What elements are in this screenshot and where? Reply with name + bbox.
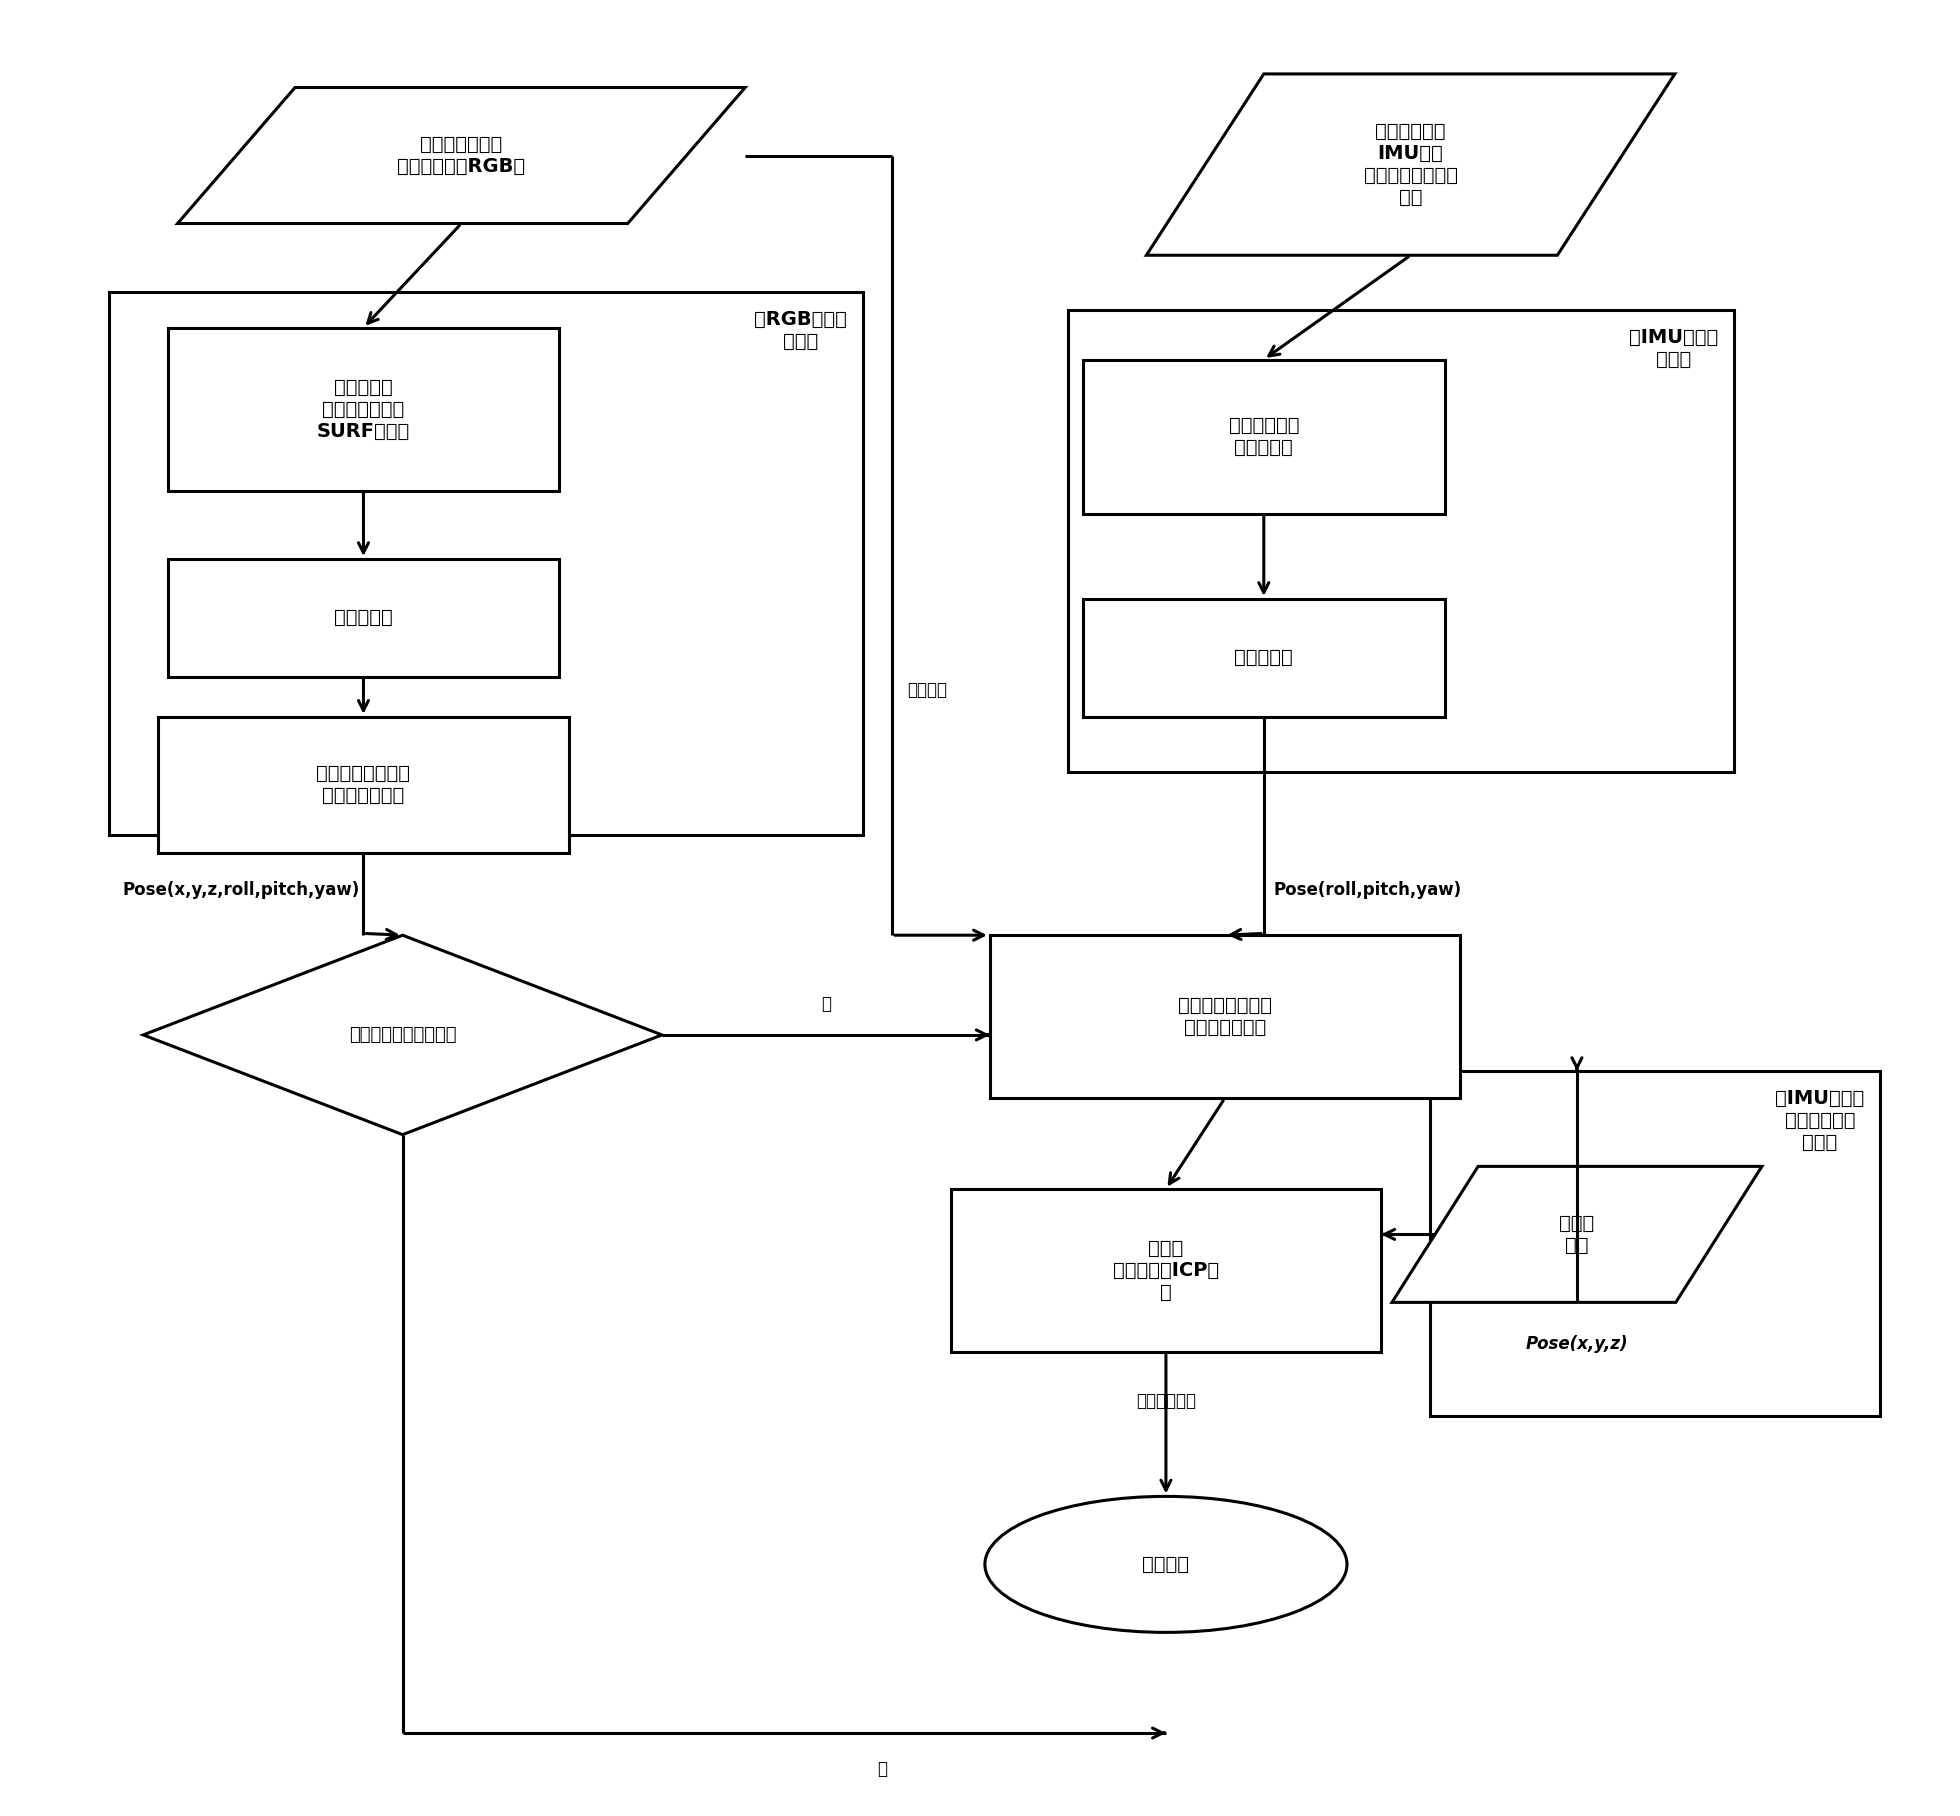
Text: 特征点提取
（加速鲁棒特性
SURF算法）: 特征点提取 （加速鲁棒特性 SURF算法） — [318, 378, 410, 441]
Text: 体感传感器数据
（深度数据、RGB）: 体感传感器数据 （深度数据、RGB） — [398, 134, 525, 176]
Bar — [169, 559, 559, 677]
Bar — [1082, 599, 1445, 717]
Text: Pose(x,y,z,roll,pitch,yaw): Pose(x,y,z,roll,pitch,yaw) — [123, 881, 361, 899]
Text: 改进的
迭代最近点ICP算
法: 改进的 迭代最近点ICP算 法 — [1113, 1239, 1219, 1302]
Polygon shape — [143, 935, 662, 1135]
Text: 方向滤波器: 方向滤波器 — [1235, 648, 1294, 666]
Bar — [110, 292, 862, 835]
Text: 由RGB图像生
成位姿: 由RGB图像生 成位姿 — [755, 311, 847, 350]
Text: 深度数据: 深度数据 — [907, 681, 947, 699]
Bar — [1068, 311, 1733, 772]
Text: 由IMU数据和
里程计数据生
成位姿: 由IMU数据和 里程计数据生 成位姿 — [1776, 1090, 1864, 1153]
Polygon shape — [1147, 74, 1674, 256]
Bar — [990, 935, 1460, 1099]
Ellipse shape — [984, 1496, 1347, 1633]
Text: 由IMU数据生
成位姿: 由IMU数据生 成位姿 — [1629, 327, 1717, 369]
Text: 特征点匹配: 特征点匹配 — [333, 608, 392, 627]
Bar — [159, 717, 568, 854]
Polygon shape — [178, 87, 745, 223]
Text: 全局地图: 全局地图 — [1143, 1554, 1190, 1574]
Text: Pose(roll,pitch,yaw): Pose(roll,pitch,yaw) — [1274, 881, 1462, 899]
Bar — [1431, 1071, 1880, 1416]
Text: 融合算法，生成新
的位姿变换矩阵: 融合算法，生成新 的位姿变换矩阵 — [1178, 997, 1272, 1037]
Text: 是: 是 — [821, 995, 831, 1013]
Text: 惯性测量单元
IMU数据
（加速度计、陀螺
仪）: 惯性测量单元 IMU数据 （加速度计、陀螺 仪） — [1364, 122, 1458, 207]
Text: 位姿变换矩阵成功生成: 位姿变换矩阵成功生成 — [349, 1026, 457, 1044]
Bar — [951, 1189, 1382, 1353]
Text: 生成位姿变换矩阵
（区间分析法）: 生成位姿变换矩阵 （区间分析法） — [316, 765, 410, 804]
Text: Pose(x,y,z): Pose(x,y,z) — [1525, 1335, 1629, 1353]
Bar — [169, 327, 559, 490]
Polygon shape — [1392, 1166, 1762, 1302]
Text: 更新全局地图: 更新全局地图 — [1137, 1391, 1196, 1409]
Text: 指数加权移动
平均滤波器: 指数加权移动 平均滤波器 — [1229, 416, 1299, 458]
Bar — [1082, 360, 1445, 514]
Text: 否: 否 — [878, 1760, 888, 1778]
Text: 里程计
数据: 里程计 数据 — [1560, 1213, 1595, 1255]
